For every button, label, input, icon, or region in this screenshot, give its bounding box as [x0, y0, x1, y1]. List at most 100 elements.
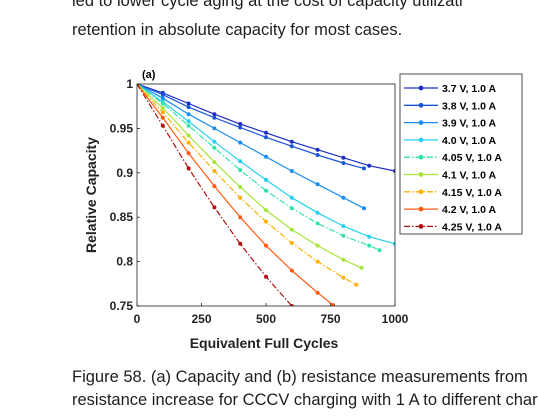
data-point: [362, 206, 366, 211]
data-point: [212, 115, 217, 120]
legend-marker: [418, 120, 424, 125]
data-point: [367, 243, 372, 248]
series-line-4: [137, 84, 380, 251]
data-point: [186, 133, 191, 138]
y-tick-label: 0.75: [110, 299, 134, 313]
legend-entry: 4.2 V, 1.0 A: [442, 204, 497, 216]
y-tick-label: 0.9: [116, 166, 133, 180]
data-point: [160, 110, 165, 115]
legend-marker: [418, 189, 424, 195]
data-point: [238, 241, 243, 246]
data-point: [341, 224, 346, 229]
data-point: [362, 166, 366, 171]
y-ticks: 0.75 0.8 0.85 0.9 0.95 1: [110, 77, 140, 313]
data-point: [341, 233, 346, 238]
data-point: [212, 160, 217, 165]
data-point: [315, 182, 320, 187]
series-line-5: [137, 84, 362, 269]
legend-entry: 4.05 V, 1.0 A: [442, 152, 502, 164]
data-point: [160, 106, 165, 110]
data-point: [289, 206, 294, 211]
data-point: [264, 135, 268, 140]
legend-marker: [418, 206, 424, 212]
data-point: [160, 96, 165, 101]
data-point: [264, 208, 268, 213]
data-point: [377, 248, 382, 253]
legend-marker: [418, 85, 424, 91]
legend-entry: 4.0 V, 1.0 A: [442, 135, 497, 147]
y-tick-label: 0.85: [110, 210, 134, 224]
data-point: [212, 112, 217, 117]
data-point: [160, 115, 165, 120]
data-point: [359, 265, 364, 270]
legend-entry: 3.9 V, 1.0 A: [442, 118, 497, 130]
data-point: [212, 139, 217, 144]
legend-entry: 4.1 V, 1.0 A: [442, 170, 497, 182]
series-line-6: [137, 84, 357, 286]
data-point: [331, 303, 336, 306]
data-point: [367, 234, 372, 239]
data-point: [160, 123, 165, 128]
data-point: [315, 290, 320, 295]
series-line-2: [137, 84, 365, 209]
data-point: [238, 159, 243, 164]
series-line-7: [137, 84, 334, 306]
data-point: [160, 101, 165, 106]
y-tick-label: 1: [126, 77, 133, 91]
data-point: [186, 123, 191, 128]
data-point: [238, 195, 243, 200]
data-point: [264, 177, 268, 182]
data-point: [289, 195, 294, 200]
data-point: [186, 166, 191, 171]
x-ticks: 0 250 500 750 1000: [134, 303, 409, 326]
data-point: [212, 145, 217, 150]
figure-caption-line: Figure 58. (a) Capacity and (b) resistan…: [72, 368, 528, 386]
data-point: [137, 84, 139, 86]
data-point: [238, 168, 243, 173]
x-tick-label: 250: [191, 312, 211, 326]
data-point: [341, 257, 346, 262]
data-point: [264, 154, 268, 159]
data-point: [289, 241, 294, 245]
data-point: [393, 241, 395, 246]
data-point: [289, 304, 294, 306]
data-point: [341, 275, 346, 280]
data-point: [315, 153, 320, 157]
data-point: [264, 219, 268, 224]
legend-entry: 3.8 V, 1.0 A: [442, 100, 497, 112]
data-point: [264, 188, 268, 193]
data-point: [264, 274, 268, 279]
legend-entry: 4.25 V, 1.0 A: [442, 221, 502, 233]
x-tick-label: 0: [134, 312, 141, 326]
data-point: [212, 169, 217, 173]
series-line-8: [137, 84, 293, 306]
x-tick-label: 500: [256, 312, 276, 326]
data-point: [289, 268, 294, 273]
y-tick-label: 0.8: [116, 255, 133, 269]
data-point: [186, 151, 191, 156]
data-point: [289, 227, 294, 232]
legend-marker: [418, 154, 424, 160]
data-point: [315, 210, 320, 215]
series-line-1: [137, 84, 365, 169]
legend-marker: [418, 137, 424, 143]
data-point: [315, 221, 320, 226]
panel-label: (a): [142, 69, 156, 81]
data-point: [289, 139, 294, 144]
legend-marker: [418, 102, 424, 108]
data-point: [186, 101, 191, 106]
data-point: [315, 147, 320, 152]
data-point: [341, 161, 346, 165]
series-layer: [137, 84, 395, 306]
body-text-line-top: led to lower cycle aging at the cost of …: [72, 0, 463, 10]
data-point: [212, 184, 217, 189]
plot-frame: [136, 83, 396, 307]
data-point: [238, 122, 243, 126]
data-point: [212, 205, 217, 210]
y-axis-label: Relative Capacity: [83, 137, 99, 253]
data-point: [186, 119, 191, 124]
data-point: [186, 112, 191, 117]
data-point: [238, 140, 243, 145]
x-tick-label: 1000: [382, 312, 409, 326]
